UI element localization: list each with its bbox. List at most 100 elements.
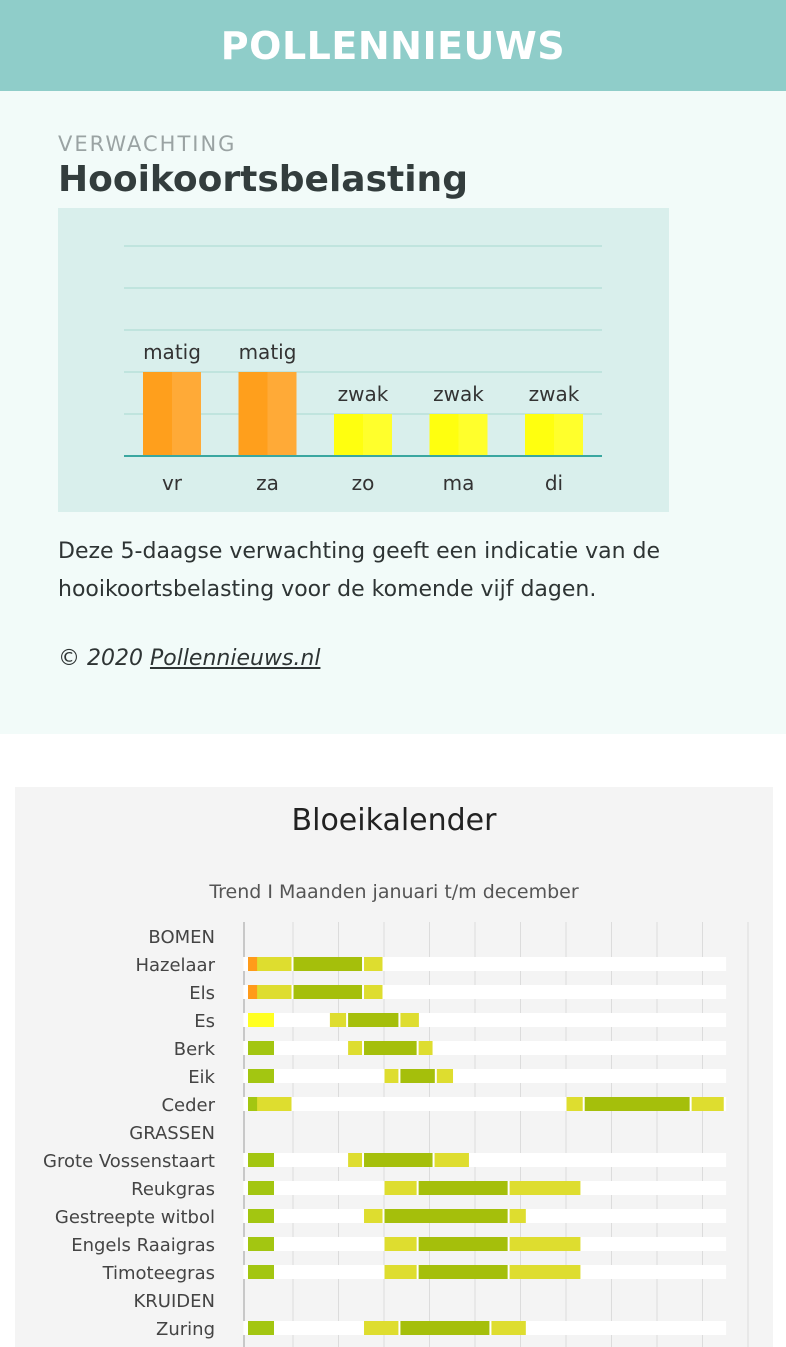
forecast-eyebrow: VERWACHTING bbox=[58, 132, 237, 156]
forecast-data-label: matig bbox=[239, 340, 297, 364]
gantt-intensity-marker bbox=[248, 1265, 274, 1279]
forecast-bar bbox=[238, 372, 297, 456]
forecast-day-label: za bbox=[256, 471, 279, 495]
gantt-bloom-segment bbox=[400, 1013, 419, 1027]
forecast-bar bbox=[429, 414, 488, 456]
gantt-bloom-segment bbox=[418, 1237, 508, 1251]
gantt-bloom-segment bbox=[491, 1321, 526, 1335]
gantt-row-track bbox=[243, 985, 727, 999]
forecast-bar-shade bbox=[267, 372, 297, 456]
pollennieuws-link[interactable]: Pollennieuws.nl bbox=[149, 646, 321, 671]
gantt-row-label: Es bbox=[194, 1011, 215, 1032]
gantt-bloom-segment bbox=[418, 1041, 433, 1055]
gantt-intensity-marker bbox=[248, 1153, 274, 1167]
gantt-bloom-segment bbox=[418, 1181, 508, 1195]
gantt-intensity-marker bbox=[248, 1237, 274, 1251]
gantt-bloom-segment bbox=[384, 1237, 417, 1251]
forecast-day-label: ma bbox=[443, 471, 475, 495]
gantt-bloom-segment bbox=[566, 1097, 583, 1111]
copyright-prefix: © 2020 bbox=[58, 646, 150, 671]
forecast-bar bbox=[334, 414, 392, 456]
gantt-bloom-segment bbox=[348, 1153, 363, 1167]
forecast-data-label: matig bbox=[143, 340, 201, 364]
forecast-day-label: vr bbox=[162, 471, 183, 495]
gantt-intensity-marker bbox=[248, 1181, 274, 1195]
forecast-bar-shade bbox=[172, 372, 201, 456]
gantt-bloom-segment bbox=[384, 1209, 508, 1223]
forecast-bar bbox=[143, 372, 201, 456]
gantt-row-label: Timoteegras bbox=[102, 1263, 215, 1284]
gantt-bloom-segment bbox=[509, 1209, 526, 1223]
forecast-bar bbox=[525, 414, 583, 456]
bloeikalender-title: Bloeikalender bbox=[291, 803, 497, 838]
gantt-bloom-segment bbox=[257, 985, 292, 999]
gantt-bloom-segment bbox=[384, 1069, 399, 1083]
gantt-row-label: Engels Raaigras bbox=[71, 1235, 215, 1256]
gantt-bloom-segment bbox=[364, 1041, 417, 1055]
gantt-bloom-segment bbox=[509, 1181, 581, 1195]
gantt-row-label: Hazelaar bbox=[135, 955, 215, 976]
forecast-bar-shade bbox=[363, 414, 392, 456]
forecast-chart-svg: matig vr matig za zwak zo zwak ma zwak di bbox=[124, 245, 602, 495]
gantt-bloom-segment bbox=[257, 1097, 292, 1111]
forecast-bar-shade bbox=[554, 414, 583, 456]
gantt-bloom-segment bbox=[364, 1321, 399, 1335]
gantt-bloom-segment bbox=[364, 1153, 433, 1167]
gantt-intensity-marker bbox=[248, 1041, 274, 1055]
gantt-row-label: Berk bbox=[174, 1039, 216, 1060]
gantt-bloom-segment bbox=[509, 1237, 581, 1251]
forecast-data-label: zwak bbox=[433, 382, 484, 406]
site-logo-title[interactable]: POLLENNIEUWS bbox=[220, 23, 566, 68]
gantt-bloom-segment bbox=[400, 1069, 435, 1083]
gantt-bloom-segment bbox=[348, 1041, 363, 1055]
gantt-bloom-segment bbox=[257, 957, 292, 971]
gantt-intensity-marker bbox=[248, 1321, 274, 1335]
gantt-bloom-segment bbox=[293, 985, 363, 999]
gantt-row-label: Eik bbox=[188, 1067, 215, 1088]
forecast-description: Deze 5-daagse verwachting geeft een indi… bbox=[58, 539, 661, 602]
gantt-row-label: Reukgras bbox=[131, 1179, 215, 1200]
gantt-bloom-segment bbox=[418, 1265, 508, 1279]
forecast-bar-shade bbox=[458, 414, 488, 456]
bloeikalender-chart-svg: BOMEN Hazelaar Els Es Berk Eik Ceder GRASSEN Gro… bbox=[43, 922, 749, 1347]
gantt-bloom-segment bbox=[348, 1013, 399, 1027]
gantt-bloom-segment bbox=[584, 1097, 690, 1111]
gantt-intensity-marker bbox=[248, 1013, 274, 1027]
gantt-row-track bbox=[243, 1013, 727, 1027]
gantt-row-track bbox=[243, 1041, 727, 1055]
gantt-bloom-segment bbox=[434, 1153, 469, 1167]
gantt-intensity-marker bbox=[248, 1209, 274, 1223]
forecast-day-label: di bbox=[545, 471, 563, 495]
gantt-bloom-segment bbox=[384, 1181, 417, 1195]
gantt-row-label: Ceder bbox=[161, 1095, 215, 1116]
gantt-row-label: Zuring bbox=[156, 1319, 215, 1340]
gantt-row-label: BOMEN bbox=[148, 927, 215, 948]
gantt-row-label: Els bbox=[189, 983, 215, 1004]
gantt-row-label: KRUIDEN bbox=[134, 1291, 216, 1312]
gantt-bloom-segment bbox=[364, 1209, 383, 1223]
gantt-bloom-segment bbox=[293, 957, 363, 971]
gantt-row-track bbox=[243, 957, 727, 971]
gantt-row-label: Gestreepte witbol bbox=[55, 1207, 215, 1228]
gantt-bloom-segment bbox=[509, 1265, 581, 1279]
forecast-day-label: zo bbox=[352, 471, 375, 495]
gantt-bloom-segment bbox=[436, 1069, 454, 1083]
forecast-data-label: zwak bbox=[529, 382, 580, 406]
gantt-row-label: GRASSEN bbox=[129, 1123, 215, 1144]
gantt-intensity-marker bbox=[248, 1069, 274, 1083]
copyright-line: © 2020 Pollennieuws.nl bbox=[58, 644, 320, 674]
gantt-bloom-segment bbox=[400, 1321, 490, 1335]
gantt-row-track bbox=[243, 1153, 727, 1167]
gantt-bloom-segment bbox=[329, 1013, 347, 1027]
app-header: POLLENNIEUWS bbox=[0, 0, 786, 91]
forecast-heading: Hooikoortsbelasting bbox=[58, 159, 468, 200]
gantt-bloom-segment bbox=[364, 985, 383, 999]
forecast-data-label: zwak bbox=[338, 382, 389, 406]
bloeikalender-subtitle: Trend I Maanden januari t/m december bbox=[209, 881, 579, 903]
gantt-row-label: Grote Vossenstaart bbox=[43, 1151, 215, 1172]
bloeikalender-card: Bloeikalender Trend I Maanden januari t/… bbox=[15, 787, 773, 1347]
gantt-bloom-segment bbox=[691, 1097, 724, 1111]
forecast-chart: matig vr matig za zwak zo zwak ma zwak di bbox=[58, 208, 669, 512]
gantt-bloom-segment bbox=[364, 957, 383, 971]
forecast-section: VERWACHTING Hooikoortsbelasting matig vr m… bbox=[0, 91, 786, 734]
